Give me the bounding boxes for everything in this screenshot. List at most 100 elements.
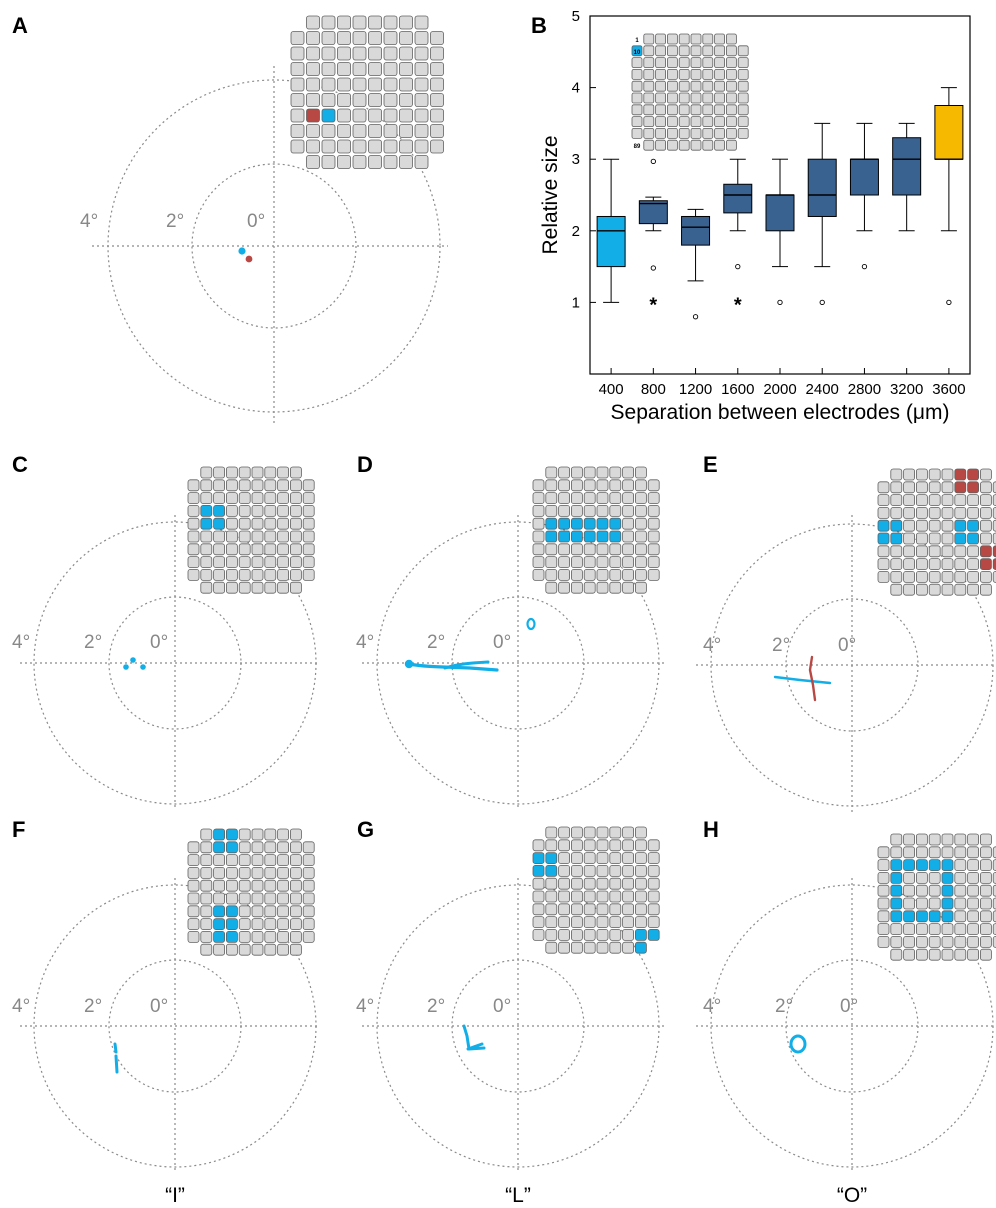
electrode [264, 556, 277, 568]
electrode [622, 839, 634, 852]
electrode [667, 116, 678, 127]
inset-array-b: 1 10 89 [631, 33, 749, 151]
outlier-point [650, 158, 656, 164]
electrode [352, 93, 367, 107]
electrode [583, 826, 596, 839]
electrode [992, 884, 996, 897]
electrode [414, 15, 429, 30]
electrode-active [532, 865, 545, 877]
electrode [596, 916, 609, 928]
electrode [213, 892, 226, 905]
box-800: * [638, 158, 668, 316]
y-tick-label: 4 [572, 80, 580, 97]
electrode [980, 481, 992, 494]
electrode [200, 879, 213, 892]
electrode [877, 872, 890, 884]
electrode [647, 916, 660, 928]
electrode [647, 504, 660, 517]
electrode [890, 558, 903, 570]
electrode [251, 479, 264, 492]
electrode [532, 929, 545, 941]
electrode [954, 583, 967, 596]
electrode [928, 519, 941, 532]
electrode [622, 569, 634, 581]
electrode [321, 77, 336, 92]
electrode [225, 867, 238, 879]
electrode [877, 859, 890, 871]
electrode [187, 879, 200, 892]
electrode [877, 884, 890, 897]
electrode [213, 581, 226, 594]
electrode [678, 69, 690, 80]
electrode [643, 69, 655, 80]
electrode [277, 828, 290, 841]
electrode [928, 884, 941, 897]
electrode [583, 890, 596, 903]
electrode [187, 517, 200, 530]
electrode [264, 931, 277, 943]
electrode [992, 872, 996, 884]
phosphene-dot [140, 664, 146, 670]
electrode [289, 479, 302, 492]
electrode [655, 127, 666, 139]
electrode [726, 92, 737, 104]
electrode [337, 77, 351, 92]
electrode [622, 865, 634, 877]
electrode [647, 479, 660, 492]
electrode [690, 92, 702, 104]
electrode [213, 492, 226, 505]
electrode [967, 583, 979, 596]
box-plot: 1 2 3 4 5 400 800 1200 1600 2000 2400 2800 3200 3600 *… [539, 8, 971, 424]
electrode [368, 46, 382, 61]
electrode [954, 936, 967, 948]
electrode-active [877, 532, 890, 545]
electrode [622, 852, 634, 864]
electrode [609, 929, 622, 941]
electrode [992, 910, 996, 923]
electrode [289, 918, 302, 930]
electrode [941, 571, 954, 583]
outlier-point [861, 263, 868, 270]
electrode [609, 865, 622, 877]
electrode [238, 918, 251, 930]
electrode [622, 826, 634, 839]
electrode [200, 569, 213, 581]
electrode [667, 127, 678, 139]
visual-field-f: 4° 2° 0° [12, 878, 320, 1172]
electrode [277, 569, 290, 581]
electrode [980, 910, 992, 923]
electrode [980, 571, 992, 583]
electrode [635, 877, 647, 890]
electrode [414, 155, 429, 169]
electrode [941, 506, 954, 519]
x-tick-label: 3600 [932, 381, 965, 398]
electrode [532, 903, 545, 916]
electrode [635, 903, 647, 916]
electrode [667, 33, 678, 45]
electrode [277, 543, 290, 556]
electrode-active [571, 517, 583, 530]
electrode-active [980, 558, 992, 570]
degree-label-0: 0° [840, 996, 858, 1017]
electrode [225, 569, 238, 581]
electrode [954, 833, 967, 846]
electrode [200, 867, 213, 879]
electrode [635, 530, 647, 543]
electrode [251, 466, 264, 479]
electrode [647, 903, 660, 916]
electrode [903, 872, 915, 884]
electrode [702, 116, 714, 127]
electrode [877, 545, 890, 558]
electrode [622, 530, 634, 543]
electrode [655, 116, 666, 127]
electrode [877, 910, 890, 923]
electrode [890, 923, 903, 935]
electrode [714, 104, 725, 116]
electrode [251, 517, 264, 530]
electrode [399, 31, 413, 45]
electrode [302, 841, 315, 854]
electrode [200, 918, 213, 930]
electrode [225, 943, 238, 956]
electrode [352, 124, 367, 138]
electrode [678, 80, 690, 92]
